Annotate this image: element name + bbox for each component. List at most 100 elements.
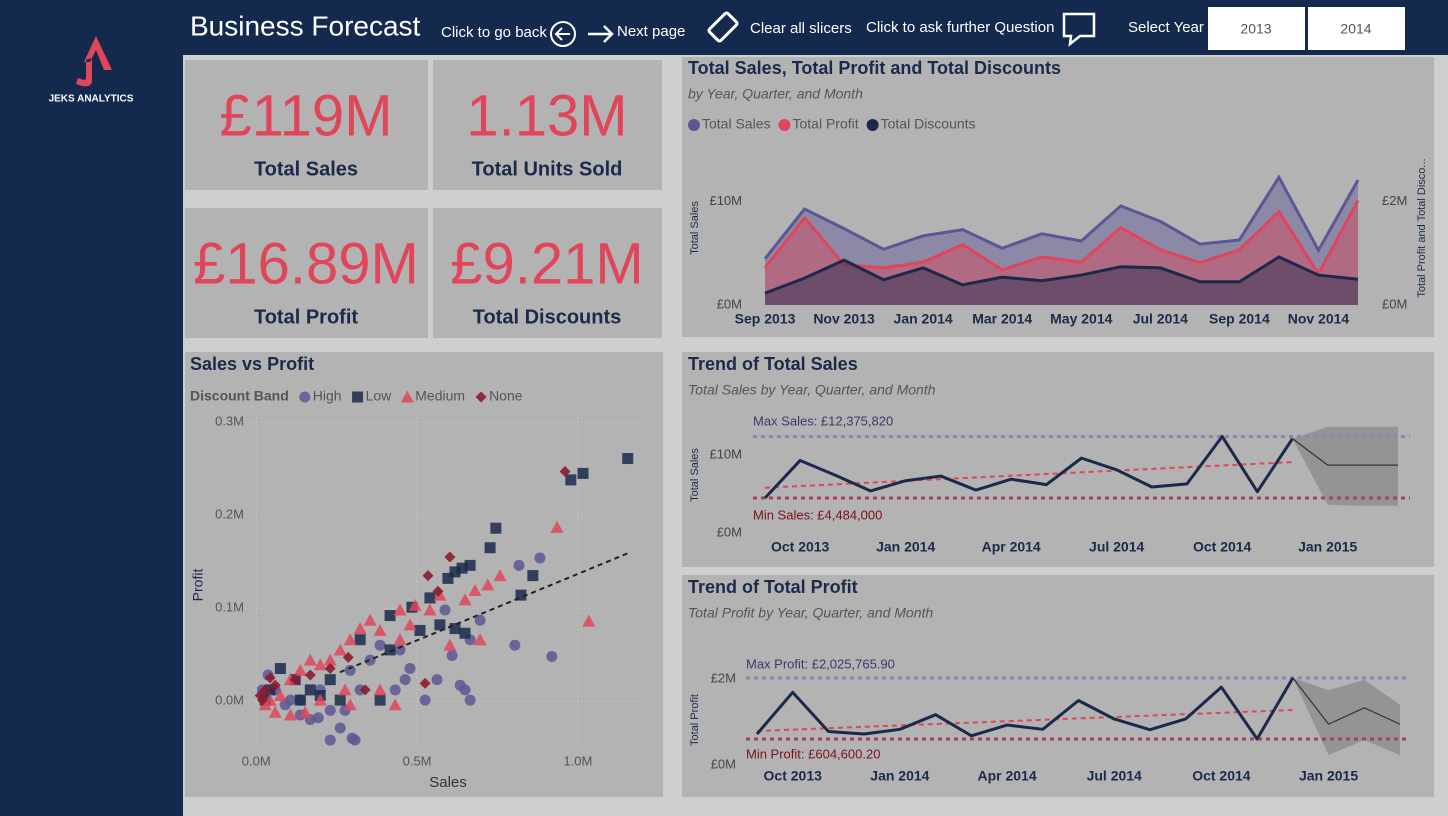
year-option[interactable]: 2014 xyxy=(1340,21,1371,37)
x-axis-title: Sales xyxy=(429,774,467,791)
chart-title: Trend of Total Sales xyxy=(688,354,858,374)
next-label[interactable]: Next page xyxy=(617,23,685,40)
scatter-point xyxy=(509,639,521,651)
scatter-point xyxy=(343,698,357,711)
scatter-point xyxy=(374,639,386,651)
scatter-point xyxy=(446,650,458,662)
scatter-point xyxy=(334,694,346,706)
area-line xyxy=(763,174,1360,260)
chart-subtitle: Total Profit by Year, Quarter, and Month xyxy=(688,605,933,621)
eraser-icon[interactable] xyxy=(707,11,739,43)
scatter-point xyxy=(388,698,402,711)
scatter-point xyxy=(443,638,457,651)
line xyxy=(755,677,1295,741)
scatter-point xyxy=(393,633,407,646)
scatter-point xyxy=(481,578,495,591)
scatter-point xyxy=(264,672,276,684)
forecast-line xyxy=(1292,438,1398,466)
scatter-point xyxy=(289,674,301,686)
y2-axis-title: Total Profit and Total Disco... xyxy=(1416,158,1428,297)
scatter-point xyxy=(323,653,337,666)
question-icon[interactable] xyxy=(1062,12,1096,47)
area xyxy=(765,177,1358,305)
max-line-label: Max Profit: £2,025,765.90 xyxy=(746,656,895,671)
x-tick-label: Sep 2014 xyxy=(1209,311,1270,327)
ask-label[interactable]: Click to ask further Question xyxy=(866,19,1054,36)
area xyxy=(765,257,1358,305)
kpi-label: Total Discounts xyxy=(473,306,622,328)
y-tick-label: 0.1M xyxy=(215,600,244,615)
min-line-label: Min Profit: £604,600.20 xyxy=(746,746,880,761)
kpi-label: Total Sales xyxy=(254,158,358,180)
scatter-point xyxy=(423,603,437,616)
trend-line xyxy=(764,461,1293,489)
scatter-point xyxy=(449,623,461,635)
scatter-point xyxy=(515,589,527,601)
scatter-point xyxy=(434,619,446,631)
chart-panel xyxy=(682,57,1434,337)
scatter-point xyxy=(408,598,422,611)
scatter-point xyxy=(359,684,371,696)
year-label: Select Year xyxy=(1128,19,1204,36)
y-axis-title: Total Sales xyxy=(689,201,701,255)
legend-label: Total Discounts xyxy=(881,116,976,132)
kpi-value: 1.13M xyxy=(466,83,627,148)
ask-button[interactable]: Click to ask further Question xyxy=(866,12,1096,47)
y-axis-title: Profit xyxy=(190,569,206,602)
scatter-point xyxy=(449,566,461,578)
scatter-point xyxy=(283,708,297,721)
scatter-point xyxy=(313,693,327,706)
legend-label: Medium xyxy=(415,388,465,404)
year-button[interactable] xyxy=(1208,7,1305,50)
x-tick-label: May 2014 xyxy=(1050,311,1112,327)
x-tick-label: Jan 2014 xyxy=(870,768,929,784)
x-tick-label: Oct 2014 xyxy=(1192,768,1251,784)
y-tick-label: £0M xyxy=(717,296,742,311)
top-bar xyxy=(0,0,1448,55)
scatter-point xyxy=(384,644,396,656)
clear-label[interactable]: Clear all slicers xyxy=(750,20,852,37)
y-tick-label: £10M xyxy=(709,193,742,208)
scatter-point xyxy=(622,453,634,465)
scatter-point xyxy=(298,705,312,718)
scatter-point xyxy=(459,627,471,639)
legend-label: None xyxy=(489,388,523,404)
next-arrow[interactable] xyxy=(588,25,614,43)
scatter-point xyxy=(338,683,352,696)
scatter-point xyxy=(422,570,434,582)
x-tick-label: Jan 2015 xyxy=(1299,768,1358,784)
back-icon[interactable] xyxy=(550,21,576,47)
back-button[interactable]: Click to go back xyxy=(441,21,576,47)
back-arrow[interactable] xyxy=(554,27,570,41)
next-button[interactable]: Next page xyxy=(588,23,685,43)
x-tick-label: Jul 2014 xyxy=(1087,768,1142,784)
year-option[interactable]: 2013 xyxy=(1240,21,1271,37)
legend-title: Discount Band xyxy=(190,388,289,404)
scatter-point xyxy=(324,674,336,686)
x-tick-label: Oct 2013 xyxy=(771,539,830,555)
scatter-point xyxy=(546,650,558,662)
y-tick-label: £10M xyxy=(709,446,742,461)
x-tick-label: Apr 2014 xyxy=(977,768,1036,784)
area-line xyxy=(763,199,1360,277)
scatter-point xyxy=(493,569,507,582)
clear-button[interactable]: Clear all slicers xyxy=(707,11,852,43)
line xyxy=(763,434,1294,500)
kpi-value: £9.21M xyxy=(450,231,643,296)
chart-title: Trend of Total Profit xyxy=(688,577,858,597)
trend-line xyxy=(339,552,629,674)
x-tick-label: Oct 2014 xyxy=(1193,539,1252,555)
scatter-point xyxy=(258,698,272,711)
scatter-point xyxy=(313,658,327,671)
year-button[interactable] xyxy=(1308,7,1405,50)
legend-label: Total Sales xyxy=(702,116,770,132)
area xyxy=(765,200,1358,305)
scatter-point xyxy=(363,613,377,626)
back-label[interactable]: Click to go back xyxy=(441,24,547,41)
kpi-label: Total Profit xyxy=(254,306,358,328)
scatter-point xyxy=(474,614,486,626)
y-axis-title: Total Sales xyxy=(689,448,701,502)
scatter-point xyxy=(459,684,471,696)
scatter-point xyxy=(559,466,571,478)
